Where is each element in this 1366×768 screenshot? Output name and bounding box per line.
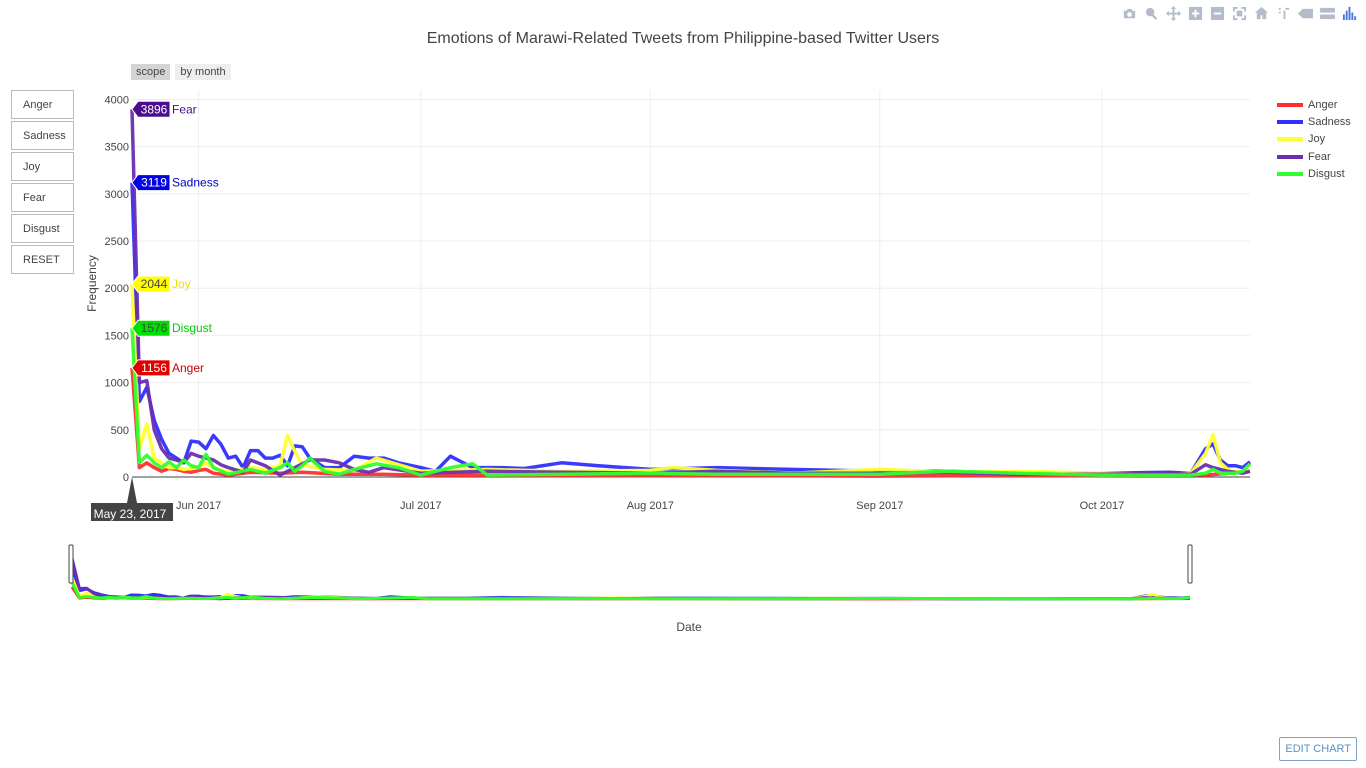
range-button-scope[interactable]: scope — [131, 64, 171, 80]
legend-item-anger[interactable]: Anger — [1277, 96, 1351, 113]
y-tick-label: 3000 — [105, 189, 129, 201]
autoscale-icon[interactable] — [1230, 4, 1248, 22]
range-handle-left[interactable] — [68, 544, 74, 584]
hover-label-fear: 3896 Fear — [131, 100, 197, 118]
x-tick-label: Jun 2017 — [176, 500, 221, 512]
zoom-icon[interactable] — [1142, 4, 1160, 22]
reset-axes-icon[interactable] — [1252, 4, 1270, 22]
hover-date-label: May 23, 2017 — [91, 477, 173, 521]
zoom-in-icon[interactable] — [1186, 4, 1204, 22]
x-tick-label: Sep 2017 — [856, 500, 903, 512]
modebar — [1120, 4, 1358, 22]
hover-label-sadness: 3119 Sadness — [131, 174, 219, 192]
hover-label-value: 1156 — [141, 361, 167, 375]
gridlines — [132, 90, 1250, 477]
y-tick-label: 1500 — [105, 330, 129, 342]
y-tick-label: 500 — [111, 425, 129, 437]
legend-swatch — [1277, 102, 1303, 107]
anger-button[interactable]: Anger — [11, 90, 74, 119]
hover-closest-icon[interactable] — [1296, 4, 1314, 22]
hover-label-disgust: 1576 Disgust — [131, 319, 213, 337]
legend-label: Fear — [1308, 150, 1331, 163]
y-tick-label: 4000 — [105, 94, 129, 106]
legend-label: Anger — [1308, 98, 1338, 111]
hover-label-name: Joy — [172, 277, 191, 291]
reset-button[interactable]: RESET — [11, 245, 74, 274]
x-axis-title: Date — [676, 620, 702, 634]
range-line-sadness — [70, 565, 1191, 601]
hover-label-value: 3896 — [141, 102, 168, 116]
hover-label-value: 3119 — [141, 176, 167, 190]
legend-item-joy[interactable]: Joy — [1277, 131, 1351, 148]
legend-item-disgust[interactable]: Disgust — [1277, 166, 1351, 183]
hover-label-name: Anger — [172, 361, 204, 375]
y-tick-label: 1000 — [105, 378, 129, 390]
hover-label-anger: 1156 Anger — [131, 359, 204, 377]
series-line-fear — [130, 109, 1251, 477]
chart-title: Emotions of Marawi-Related Tweets from P… — [426, 30, 940, 47]
hover-label-name: Sadness — [172, 176, 219, 190]
hover-label-name: Disgust — [172, 321, 213, 335]
camera-icon[interactable] — [1120, 4, 1138, 22]
legend-label: Joy — [1308, 133, 1326, 146]
hover-label-value: 1576 — [141, 321, 168, 335]
hover-date-box — [91, 477, 173, 521]
y-tick-label: 3500 — [105, 142, 129, 154]
hover-label-box — [131, 359, 171, 377]
series-line-disgust — [130, 328, 1252, 477]
x-tick-label: Aug 2017 — [627, 500, 674, 512]
joy-button[interactable]: Joy — [11, 152, 74, 181]
disgust-button[interactable]: Disgust — [11, 214, 74, 243]
range-handle-right[interactable] — [1187, 544, 1193, 584]
hover-label-box — [131, 275, 171, 293]
range-line-fear — [70, 557, 1191, 601]
x-tick-label: Jul 2017 — [400, 500, 442, 512]
series-line-joy — [130, 284, 1251, 476]
legend-item-fear[interactable]: Fear — [1277, 148, 1351, 165]
hover-label-box — [131, 319, 171, 337]
legend: Anger Sadness Joy Fear Disgust — [1277, 96, 1351, 183]
range-button-by-month[interactable]: by month — [175, 64, 231, 80]
fear-button[interactable]: Fear — [11, 183, 74, 212]
legend-swatch — [1277, 137, 1303, 142]
y-tick-label: 0 — [123, 472, 129, 484]
hover-label-value: 2044 — [141, 277, 168, 291]
legend-label: Sadness — [1308, 116, 1351, 129]
plotly-logo-icon[interactable] — [1340, 4, 1358, 22]
hover-label-box — [131, 174, 171, 192]
hover-label-joy: 2044 Joy — [131, 275, 191, 293]
hover-compare-icon[interactable] — [1318, 4, 1336, 22]
y-tick-label: 2500 — [105, 236, 129, 248]
range-selector: scope by month — [131, 64, 231, 80]
sadness-button[interactable]: Sadness — [11, 121, 74, 150]
legend-swatch — [1277, 154, 1303, 159]
legend-item-sadness[interactable]: Sadness — [1277, 113, 1351, 130]
legend-label: Disgust — [1308, 168, 1345, 181]
emotion-filter-buttons: Anger Sadness Joy Fear Disgust RESET — [11, 90, 74, 276]
edit-chart-button[interactable]: EDIT CHART — [1279, 737, 1357, 761]
pan-icon[interactable] — [1164, 4, 1182, 22]
spike-lines-icon[interactable] — [1274, 4, 1292, 22]
zoom-out-icon[interactable] — [1208, 4, 1226, 22]
x-tick-label: Oct 2017 — [1080, 500, 1125, 512]
range-line-disgust — [70, 581, 1191, 601]
hover-label-box — [131, 100, 171, 118]
hover-date-text: May 23, 2017 — [94, 507, 167, 521]
y-tick-label: 2000 — [105, 283, 129, 295]
hover-label-name: Fear — [172, 102, 197, 116]
y-axis-title: Frequency — [85, 255, 99, 312]
range-slider[interactable] — [68, 544, 1193, 601]
legend-swatch — [1277, 120, 1303, 125]
legend-swatch — [1277, 172, 1303, 177]
